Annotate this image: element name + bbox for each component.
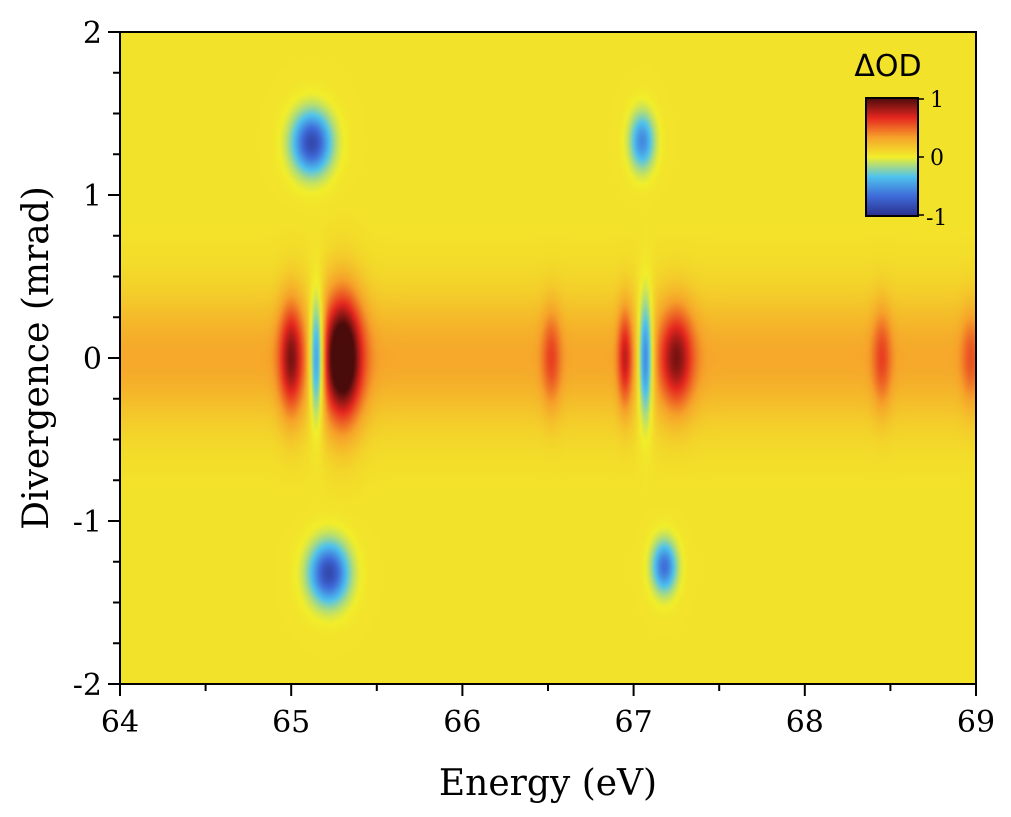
x-axis-title: Energy (eV)	[439, 763, 657, 804]
x-tick-label: 66	[443, 705, 481, 740]
x-tick-label: 69	[957, 705, 995, 740]
heatmap-image	[120, 32, 976, 684]
colorbar: ΔOD 1 0 -1	[854, 49, 947, 231]
x-tick-label: 65	[272, 705, 310, 740]
y-tick-label: 2	[83, 16, 102, 51]
x-tick-label: 67	[615, 705, 653, 740]
x-tick-label: 64	[101, 705, 139, 740]
y-axis-title: Divergence (mrad)	[16, 186, 57, 530]
y-tick-label: 1	[83, 179, 102, 214]
x-tick-label: 68	[786, 705, 824, 740]
y-tick-label: -1	[73, 505, 102, 540]
colorbar-label-zero: 0	[930, 146, 944, 171]
colorbar-label-max: 1	[930, 88, 944, 113]
plot-area	[120, 32, 976, 684]
colorbar-gradient	[865, 97, 919, 217]
y-axis-ticks: -2 -1 0 1 2	[73, 16, 120, 703]
y-tick-label: -2	[73, 668, 102, 703]
y-tick-label: 0	[83, 342, 102, 377]
colorbar-title: ΔOD	[854, 49, 921, 84]
x-axis-ticks: 64 65 66 67 68 69	[101, 684, 995, 740]
colorbar-label-min: -1	[926, 206, 947, 231]
